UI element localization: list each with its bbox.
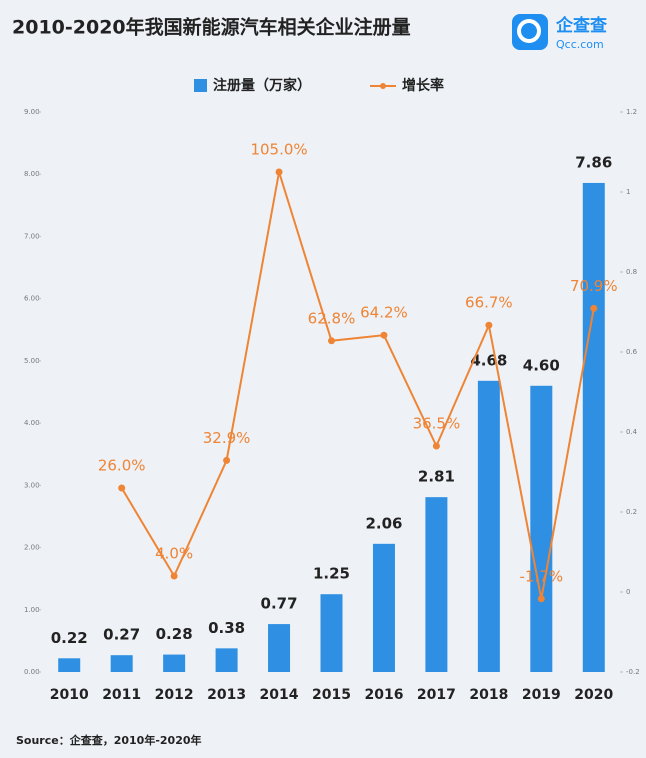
logo-name: 企查查 <box>555 15 608 36</box>
bar-value-label: 0.77 <box>261 595 298 613</box>
logo: 企查查 Qcc.com <box>512 14 608 51</box>
x-tick-label: 2010 <box>50 687 89 703</box>
bar <box>582 182 605 672</box>
line-marker <box>485 321 493 329</box>
y-tick-label: 9.00 <box>24 108 40 116</box>
y-tick-label: 5.00 <box>24 357 40 365</box>
x-tick-label: 2018 <box>469 687 508 703</box>
bar <box>110 655 133 672</box>
line-value-label: 66.7% <box>465 294 513 312</box>
x-tick-label: 2011 <box>102 687 141 703</box>
bar-value-label: 7.86 <box>575 153 612 171</box>
x-tick-label: 2017 <box>417 687 456 703</box>
source: Source：企查查，2010年-2020年 <box>16 733 202 747</box>
y-tick-label: 4.00 <box>24 419 40 427</box>
x-tick-label: 2012 <box>155 687 194 703</box>
bar-value-label: 2.81 <box>418 468 455 486</box>
line-value-label: -1.7% <box>520 567 564 585</box>
legend: 注册量（万家） 增长率 <box>194 77 444 94</box>
x-tick-label: 2013 <box>207 687 246 703</box>
bar-value-label: 1.25 <box>313 565 350 583</box>
bar <box>268 624 291 672</box>
chart-title: 2010-2020年我国新能源汽车相关企业注册量 <box>12 16 411 39</box>
y2-tick-label: 0.4 <box>626 428 638 436</box>
line-marker <box>432 442 440 450</box>
logo-url: Qcc.com <box>556 38 604 51</box>
y2-tick-label: 0.8 <box>626 268 637 276</box>
bar-value-label: 2.06 <box>365 514 402 532</box>
line-marker <box>537 595 545 603</box>
bar <box>425 497 448 672</box>
line-marker <box>275 168 283 176</box>
y-tick-label: 2.00 <box>24 544 40 552</box>
y2-tick-label: 0.6 <box>626 348 638 356</box>
bar <box>530 385 553 672</box>
y-tick-label: 6.00 <box>24 295 40 303</box>
legend-swatch-bar <box>194 79 207 92</box>
bar <box>320 594 343 672</box>
bar-value-label: 0.28 <box>156 625 193 643</box>
x-tick-label: 2020 <box>574 687 613 703</box>
bar-value-label: 4.60 <box>523 356 560 374</box>
x-tick-label: 2014 <box>260 687 299 703</box>
y2-tick-label: 0 <box>626 588 630 596</box>
line-marker <box>118 484 126 492</box>
line-value-label: 70.9% <box>570 277 618 295</box>
bar-value-label: 0.22 <box>51 629 88 647</box>
y-tick-label: 8.00 <box>24 170 40 178</box>
bar <box>215 648 238 672</box>
y-tick-label: 3.00 <box>24 481 40 489</box>
bar <box>477 380 500 672</box>
bar <box>372 543 395 672</box>
line-marker <box>223 456 231 464</box>
legend-label: 注册量（万家） <box>213 77 311 94</box>
line-marker <box>380 331 388 339</box>
y2-tick-label: 1.2 <box>626 108 637 116</box>
y-tick-label: 7.00 <box>24 232 40 240</box>
line-marker <box>590 304 598 312</box>
line-value-label: 36.5% <box>413 415 461 433</box>
legend-swatch-marker <box>380 83 386 89</box>
line-marker <box>170 572 178 580</box>
y-tick-label: 1.00 <box>24 606 40 614</box>
bar <box>58 658 81 672</box>
line-value-label: 64.2% <box>360 304 408 322</box>
y2-tick-label: 1 <box>626 188 630 196</box>
line-value-label: 62.8% <box>308 309 356 327</box>
line-value-label: 4.0% <box>155 545 193 563</box>
line-value-label: 26.0% <box>98 457 146 475</box>
y2-tick-label: 0.2 <box>626 508 637 516</box>
bar-value-label: 0.38 <box>208 619 245 637</box>
bar <box>163 654 186 672</box>
line-marker <box>328 337 335 345</box>
logo-glyph <box>517 19 541 43</box>
x-tick-label: 2016 <box>364 687 403 703</box>
bar-value-label: 0.27 <box>103 626 140 644</box>
legend-label: 增长率 <box>402 77 444 94</box>
line <box>120 171 595 599</box>
x-tick-label: 2019 <box>522 687 561 703</box>
line-value-label: 32.9% <box>203 429 251 447</box>
bar-value-label: 4.68 <box>470 351 507 369</box>
line-value-label: 105.0% <box>250 141 307 159</box>
y-tick-label: 0.00 <box>24 668 40 676</box>
x-tick-label: 2015 <box>312 687 351 703</box>
y2-tick-label: -0.2 <box>626 668 640 676</box>
